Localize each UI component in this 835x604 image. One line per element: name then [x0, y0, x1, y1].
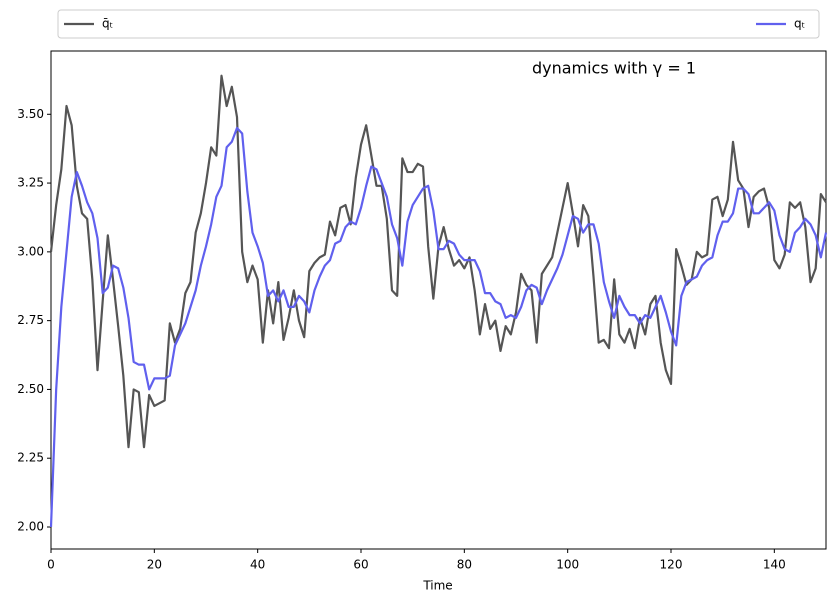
x-tick-label: 0 — [47, 558, 55, 572]
y-tick-label: 3.50 — [17, 107, 44, 121]
legend-label: qₜ — [794, 17, 805, 31]
x-tick-label: 120 — [660, 558, 683, 572]
y-tick-label: 3.00 — [17, 244, 44, 258]
y-tick-label: 2.25 — [17, 451, 44, 465]
x-axis-label: Time — [422, 579, 452, 593]
x-tick-label: 80 — [457, 558, 472, 572]
x-tick-label: 100 — [556, 558, 579, 572]
x-tick-label: 60 — [353, 558, 368, 572]
x-tick-label: 20 — [147, 558, 162, 572]
legend-label: q̄ₜ — [102, 17, 113, 31]
y-tick-label: 3.25 — [17, 176, 44, 190]
y-tick-label: 2.75 — [17, 313, 44, 327]
y-tick-label: 2.50 — [17, 382, 44, 396]
chart-title: dynamics with γ = 1 — [532, 59, 696, 78]
plot-frame — [50, 50, 827, 550]
legend-box — [57, 9, 820, 39]
x-tick-label: 140 — [763, 558, 786, 572]
data-line — [49, 126, 828, 528]
data-line — [49, 74, 827, 449]
x-tick-label: 40 — [250, 558, 265, 572]
y-tick-label: 2.00 — [17, 519, 44, 533]
